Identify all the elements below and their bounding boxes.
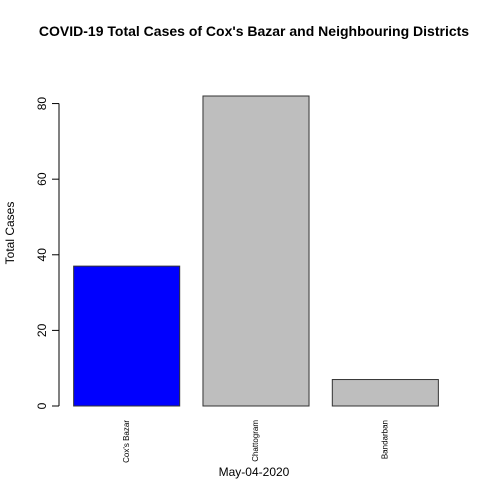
y-tick-label: 20 xyxy=(35,323,49,337)
x-tick-label: Chattogram xyxy=(251,420,260,462)
y-tick-label: 0 xyxy=(35,402,49,409)
y-tick-label: 60 xyxy=(35,172,49,186)
y-axis: 0 20 40 60 80 xyxy=(35,97,60,409)
bar-bandarban xyxy=(331,379,439,407)
x-tick-label: Bandarban xyxy=(380,420,389,459)
x-axis-label: May-04-2020 xyxy=(219,465,290,479)
bar-cox-s-bazar xyxy=(73,265,181,407)
bar-chattogram xyxy=(202,95,310,407)
x-tick-labels: Cox's Bazar Chattogram Bandarban xyxy=(122,420,390,463)
y-axis-label: Total Cases xyxy=(3,202,17,265)
y-tick-label: 40 xyxy=(35,248,49,262)
x-tick-label: Cox's Bazar xyxy=(122,420,131,463)
y-tick-label: 80 xyxy=(35,97,49,111)
chart-title: COVID-19 Total Cases of Cox's Bazar and … xyxy=(39,23,469,39)
bars-group xyxy=(73,95,439,407)
